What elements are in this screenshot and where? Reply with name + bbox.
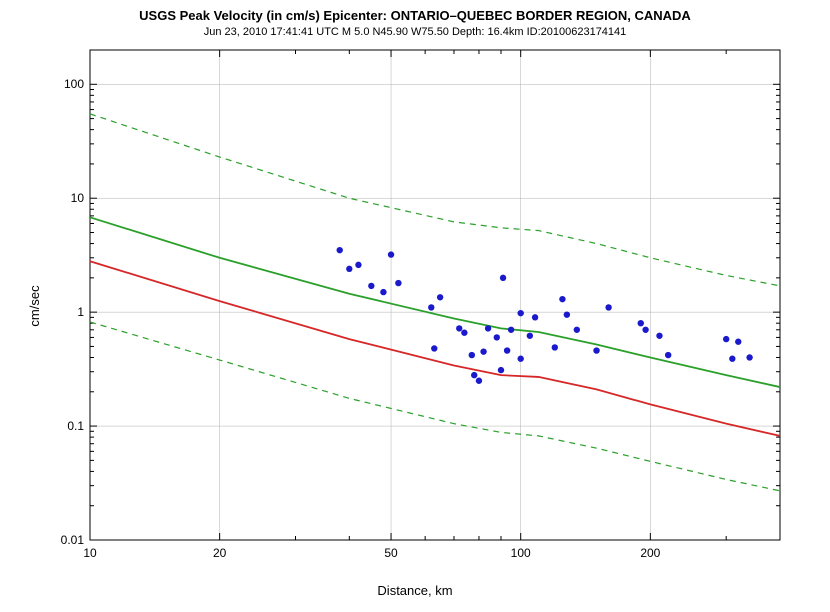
y-tick-label: 0.01 xyxy=(46,533,84,547)
plot-area xyxy=(90,50,780,540)
chart-subtitle: Jun 23, 2010 17:41:41 UTC M 5.0 N45.90 W… xyxy=(0,26,830,38)
x-axis-label: Distance, km xyxy=(0,583,830,598)
chart-title: USGS Peak Velocity (in cm/s) Epicenter: … xyxy=(0,8,830,23)
x-tick-label: 100 xyxy=(511,546,531,560)
x-tick-label: 200 xyxy=(640,546,660,560)
x-tick-label: 10 xyxy=(83,546,96,560)
y-tick-label: 10 xyxy=(46,191,84,205)
x-tick-label: 50 xyxy=(384,546,397,560)
y-tick-label: 100 xyxy=(46,77,84,91)
y-tick-label: 1 xyxy=(46,305,84,319)
x-tick-label: 20 xyxy=(213,546,226,560)
chart-container: USGS Peak Velocity (in cm/s) Epicenter: … xyxy=(0,0,830,612)
y-tick-label: 0.1 xyxy=(46,419,84,433)
plot-svg xyxy=(90,50,780,540)
y-axis-label: cm/sec xyxy=(27,285,42,326)
